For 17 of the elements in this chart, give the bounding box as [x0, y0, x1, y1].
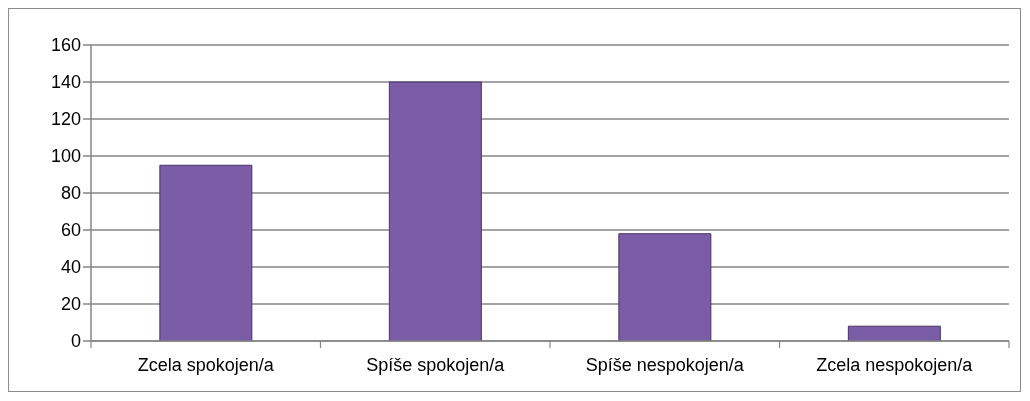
y-tick-label: 20	[60, 294, 81, 315]
x-tick-label: Spíše spokojen/a	[366, 355, 506, 375]
bar	[388, 81, 482, 341]
y-tick-label: 0	[70, 331, 81, 352]
y-tick-label: 40	[60, 257, 81, 278]
y-tick-label: 100	[50, 146, 81, 167]
y-tick-label: 140	[50, 72, 81, 93]
x-tick-label: Spíše nespokojen/a	[585, 355, 745, 375]
x-tick-label: Zcela spokojen/a	[137, 355, 275, 375]
y-tick-label: 60	[60, 220, 81, 241]
bar	[618, 233, 712, 341]
y-tick-label: 120	[50, 109, 81, 130]
x-tick-label: Zcela nespokojen/a	[816, 355, 974, 375]
y-tick-label: 160	[50, 35, 81, 56]
y-tick-label: 80	[60, 183, 81, 204]
bar	[847, 325, 941, 341]
bar	[159, 164, 253, 341]
